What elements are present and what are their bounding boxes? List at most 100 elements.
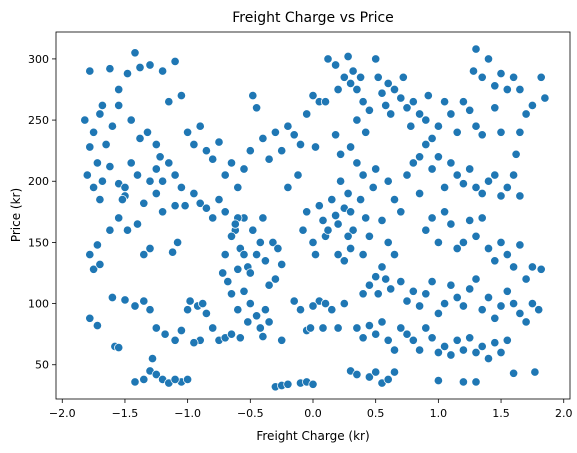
data-point-353 — [220, 250, 230, 260]
data-point-306 — [408, 335, 418, 345]
data-point-191 — [371, 54, 381, 64]
data-point-188 — [356, 72, 366, 82]
data-point-72 — [293, 170, 303, 180]
data-point-2 — [105, 64, 115, 74]
data-point-230 — [415, 152, 425, 162]
data-point-205 — [440, 97, 450, 107]
data-point-92 — [92, 321, 102, 331]
data-point-249 — [440, 207, 450, 217]
data-point-123 — [245, 268, 255, 278]
data-point-217 — [496, 69, 506, 79]
data-point-147 — [295, 305, 306, 315]
data-point-287 — [477, 305, 487, 315]
data-point-126 — [255, 237, 265, 247]
data-point-44 — [214, 195, 224, 205]
data-point-137 — [255, 323, 265, 333]
data-point-107 — [170, 335, 180, 345]
data-point-222 — [527, 100, 537, 110]
data-point-98 — [130, 377, 140, 387]
data-point-283 — [452, 292, 462, 303]
data-point-64 — [277, 146, 287, 156]
data-point-17 — [114, 100, 124, 110]
data-point-61 — [258, 133, 268, 143]
data-point-264 — [536, 264, 546, 274]
data-point-334 — [305, 323, 316, 333]
data-point-145 — [277, 335, 287, 345]
data-point-347 — [308, 379, 318, 389]
data-point-358 — [239, 250, 249, 260]
data-point-182 — [333, 84, 343, 95]
data-point-362 — [151, 164, 161, 174]
data-point-34 — [145, 176, 155, 186]
data-point-361 — [158, 176, 168, 186]
data-point-241 — [490, 170, 500, 180]
data-point-10 — [164, 97, 174, 107]
y-tick-label: 100 — [28, 298, 49, 311]
data-point-201 — [421, 115, 431, 125]
data-point-143 — [243, 317, 253, 327]
data-point-335 — [318, 323, 328, 333]
data-point-19 — [135, 133, 145, 143]
data-point-194 — [381, 100, 391, 110]
data-point-369 — [406, 121, 416, 131]
data-point-359 — [120, 182, 130, 192]
data-point-317 — [477, 341, 487, 351]
data-point-38 — [176, 182, 186, 192]
y-axis-ticks: 50 100 150 200 250 300 — [28, 53, 56, 372]
data-point-256 — [483, 243, 494, 254]
data-point-132 — [273, 243, 283, 254]
data-point-366 — [226, 231, 237, 241]
data-point-285 — [465, 284, 475, 294]
data-point-41 — [195, 198, 205, 208]
x-tick-label: 1.0 — [430, 407, 448, 420]
data-point-47 — [158, 207, 168, 217]
data-point-305 — [402, 329, 412, 339]
data-point-66 — [289, 130, 299, 140]
y-tick-label: 50 — [35, 359, 49, 372]
data-point-97 — [139, 374, 149, 384]
data-point-242 — [496, 191, 506, 201]
data-point-344 — [283, 379, 293, 389]
data-point-46 — [170, 201, 180, 211]
data-point-294 — [521, 317, 531, 327]
data-point-86 — [107, 292, 117, 303]
data-point-209 — [465, 105, 475, 115]
data-point-333 — [308, 301, 318, 311]
data-point-118 — [189, 338, 199, 348]
data-point-179 — [320, 97, 331, 107]
data-point-15 — [101, 139, 111, 150]
data-point-321 — [502, 335, 512, 345]
data-point-11 — [176, 91, 186, 101]
data-point-218 — [502, 84, 512, 95]
data-point-259 — [502, 250, 512, 260]
data-point-374 — [331, 130, 341, 140]
data-point-176 — [402, 170, 412, 180]
data-point-193 — [377, 88, 387, 98]
data-point-21 — [151, 139, 161, 150]
data-point-164 — [348, 225, 358, 235]
data-point-166 — [356, 195, 366, 205]
x-tick-label: −0.5 — [237, 407, 264, 420]
data-point-83 — [145, 243, 155, 254]
data-point-299 — [364, 321, 374, 331]
data-point-27 — [97, 176, 107, 186]
data-point-235 — [452, 170, 462, 180]
data-point-9 — [170, 56, 180, 66]
data-point-110 — [185, 296, 195, 306]
x-tick-label: 2.0 — [555, 407, 573, 420]
y-tick-label: 300 — [28, 53, 49, 66]
data-point-62 — [264, 154, 274, 164]
data-point-125 — [252, 250, 262, 260]
chart-title: Freight Charge vs Price — [232, 10, 394, 26]
data-point-273 — [386, 284, 396, 294]
data-point-153 — [314, 201, 324, 211]
y-tick-label: 200 — [28, 175, 49, 188]
data-point-254 — [471, 231, 481, 241]
data-point-324 — [364, 372, 374, 382]
data-point-248 — [433, 237, 443, 247]
data-point-227 — [496, 127, 506, 137]
data-point-225 — [511, 149, 521, 159]
data-point-308 — [421, 323, 431, 333]
data-point-42 — [201, 203, 211, 213]
data-point-183 — [339, 72, 349, 82]
